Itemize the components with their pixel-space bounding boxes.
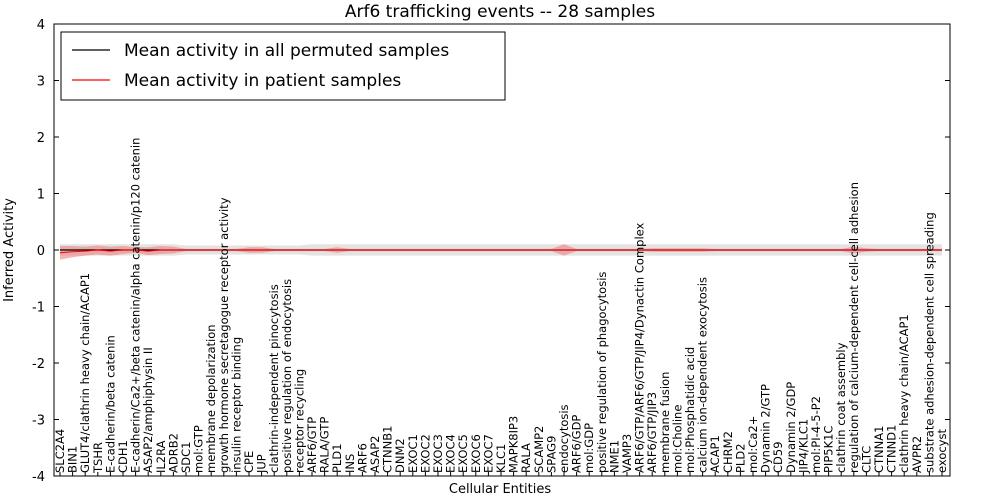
- x-category-label: membrane fusion: [658, 372, 672, 473]
- y-tick-label: -4: [32, 470, 45, 485]
- x-category-label: mol:GTP: [192, 425, 206, 473]
- x-category-label: clathrin-independent pinocytosis: [267, 284, 281, 473]
- x-category-label: CTNNB1: [381, 426, 395, 473]
- x-category-label: EXOC6: [469, 434, 483, 473]
- x-category-label: mol:GDP: [582, 423, 596, 473]
- x-category-label: INS: [343, 454, 357, 473]
- plot-frame: [53, 23, 951, 477]
- x-category-label: SPAG9: [544, 436, 558, 473]
- x-category-label: EXOC7: [481, 434, 495, 473]
- x-category-label: insulin receptor binding: [229, 337, 243, 473]
- legend: Mean activity in all permuted samples Me…: [60, 31, 506, 101]
- x-category-label: mol:PI-4-5-P2: [809, 396, 823, 473]
- y-axis-title: Inferred Activity: [2, 198, 17, 302]
- x-category-label: EXOC2: [418, 434, 432, 473]
- x-category-label: mol:Ca2+: [746, 416, 760, 473]
- chart-title: Arf6 trafficking events -- 28 samples: [345, 2, 655, 22]
- legend-label-permuted: Mean activity in all permuted samples: [124, 41, 449, 61]
- x-category-label: RALA/GTP: [318, 417, 332, 473]
- y-tick-label: -1: [32, 301, 45, 316]
- x-category-label: VAMP3: [620, 434, 634, 473]
- x-category-label: receptor recycling: [292, 369, 306, 473]
- x-category-label: SCAMP2: [532, 426, 546, 473]
- series-lines: [59, 249, 942, 254]
- x-category-label: substrate adhesion-dependent cell spread…: [922, 212, 936, 473]
- x-category-label: PLD2: [733, 443, 747, 473]
- x-category-label: E-cadherin/beta catenin: [103, 335, 117, 473]
- x-category-label: EXOC3: [431, 434, 445, 473]
- x-category-label: clathrin coat assembly: [834, 342, 848, 473]
- x-category-label: growth hormone secretagogue receptor act…: [217, 197, 231, 473]
- x-category-label: CLTC: [859, 446, 873, 473]
- x-category-label: CPE: [242, 451, 256, 473]
- x-category-label: ARF6: [355, 443, 369, 473]
- x-category-label: ACAP1: [708, 435, 722, 473]
- x-category-label: NME1: [607, 440, 621, 473]
- legend-label-patient: Mean activity in patient samples: [124, 71, 401, 91]
- x-category-label: CDH1: [116, 440, 130, 473]
- y-tick-label: -3: [32, 414, 45, 429]
- x-category-label: RALA: [519, 443, 533, 473]
- x-category-label: endocytosis: [557, 404, 571, 473]
- x-category-label: CTNND1: [885, 425, 899, 473]
- x-category-label: KLC1: [494, 444, 508, 473]
- x-category-label: JUP: [255, 454, 269, 474]
- y-axis-ticks: -4 -3 -2 -1 0 1 2 3 4: [32, 18, 950, 485]
- x-category-label: EXOC1: [406, 434, 420, 473]
- x-category-label: EXOC4: [444, 434, 458, 473]
- x-category-label: ASAP2: [368, 436, 382, 474]
- y-tick-label: 0: [37, 244, 45, 259]
- x-category-label: CTNNA1: [872, 426, 886, 473]
- x-category-label: calcium ion-dependent exocytosis: [696, 277, 710, 473]
- x-category-label: CHRM2: [721, 431, 735, 473]
- x-category-label: ARF6/GTP: [305, 417, 319, 473]
- y-tick-label: 2: [37, 131, 45, 146]
- y-tick-label: 3: [37, 75, 45, 90]
- y-tick-label: 4: [37, 18, 45, 33]
- x-category-label: SLC2A4: [53, 429, 67, 473]
- x-category-label: mol:Choline: [670, 405, 684, 473]
- x-category-label: ARF6/GTP/JIP3: [645, 392, 659, 473]
- x-category-label: DNM2: [393, 438, 407, 473]
- x-category-label: MAPK8IP3: [507, 416, 521, 473]
- x-category-label: PIP5K1C: [822, 426, 836, 473]
- x-category-label: BIN1: [66, 446, 80, 473]
- x-category-label: CD59: [771, 441, 785, 473]
- series-1-line: [59, 249, 942, 254]
- x-category-label: ARF6/GDP: [570, 415, 584, 473]
- x-category-label: Dynamin 2/GDP: [784, 382, 798, 473]
- legend-box: [60, 31, 506, 101]
- x-category-label: positive regulation of endocytosis: [280, 279, 294, 473]
- x-category-label: clathrin heavy chain/ACAP1: [897, 314, 911, 473]
- x-category-label: AVPR2: [910, 436, 924, 473]
- x-category-label: SDC1: [179, 441, 193, 473]
- x-axis-title: Cellular Entities: [449, 482, 551, 497]
- x-category-label: membrane depolarization: [204, 324, 218, 473]
- x-category-label: JIP4/KLC1: [796, 419, 810, 474]
- y-tick-label: 1: [37, 188, 45, 203]
- x-category-label: ARF6/GTP/ARF6/GTP/JIP4/Dynactin Complex: [633, 222, 647, 473]
- x-category-label: exocyst: [935, 429, 949, 473]
- y-tick-label: -2: [32, 357, 45, 372]
- x-category-label: positive regulation of phagocytosis: [595, 272, 609, 473]
- x-category-label: GLUT4/clathrin heavy chain/ACAP1: [78, 273, 92, 473]
- x-category-label: mol:Phosphatidic acid: [683, 347, 697, 473]
- x-category-label: E-cadherin/Ca2+/beta catenin/alpha caten…: [129, 138, 143, 473]
- x-category-label: regulation of calcium-dependent cell-cel…: [847, 182, 861, 473]
- x-category-label: IL2RA: [154, 440, 168, 473]
- x-category-label: ASAP2/amphiphysin II: [141, 347, 155, 473]
- x-category-label: EXOC5: [456, 434, 470, 473]
- x-category-label: TSHR: [91, 442, 105, 474]
- spread-bands: [60, 244, 942, 260]
- x-category-label: ADRB2: [166, 433, 180, 473]
- x-category-label: Dynamin 2/GTP: [759, 384, 773, 473]
- x-category-label: PLD1: [330, 443, 344, 473]
